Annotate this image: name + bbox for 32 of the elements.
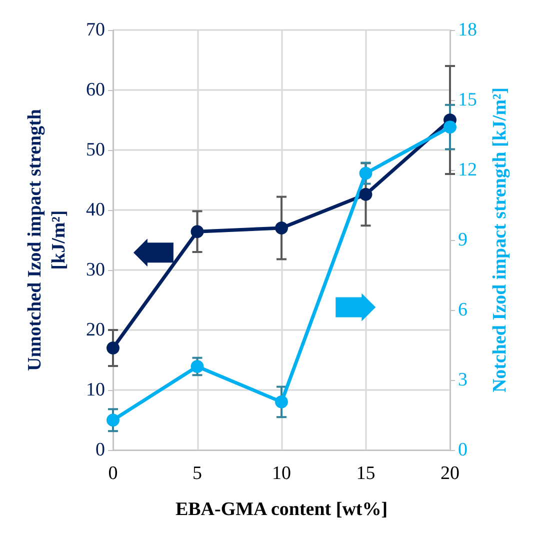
- y-tick-label: 30: [86, 260, 105, 280]
- point: [275, 222, 288, 234]
- point: [359, 166, 372, 180]
- y2-tick-label: 15: [458, 90, 477, 110]
- y-tick-label: 20: [86, 320, 105, 340]
- x-tick-label: 20: [440, 463, 460, 484]
- y-tick-label: 0: [96, 440, 105, 460]
- y2-tick-label: 6: [458, 300, 468, 320]
- y2-tick-label: 18: [458, 20, 477, 40]
- y2-tick-label: 0: [458, 440, 468, 460]
- x-tick-label: 10: [272, 463, 291, 484]
- y-axis-title: Unnotched Izod impact strength [kJ/m²]: [24, 108, 70, 371]
- y-tick-label: 10: [86, 380, 105, 400]
- y-tick-label: 50: [86, 140, 105, 160]
- x-axis-title: EBA-GMA content [wt%]: [175, 499, 388, 520]
- point: [190, 360, 204, 373]
- y2-tick-label: 9: [458, 230, 468, 250]
- x-tick-label: 15: [356, 463, 376, 484]
- x-tick-label: 5: [192, 463, 202, 484]
- y2-axis-title: Notched Izod impact strength [kJ/m²]: [489, 87, 510, 393]
- point: [190, 225, 204, 238]
- y-tick-label: 40: [86, 200, 105, 220]
- y-tick-label: 60: [86, 80, 105, 100]
- x-tick-label: 0: [108, 463, 118, 484]
- y2-tick-label: 12: [458, 160, 477, 180]
- y2-tick-label: 3: [458, 370, 468, 390]
- y-tick-label: 70: [86, 20, 105, 40]
- point: [275, 395, 288, 408]
- point: [359, 188, 372, 201]
- point: [106, 342, 120, 354]
- point: [106, 414, 120, 427]
- point: [444, 120, 456, 134]
